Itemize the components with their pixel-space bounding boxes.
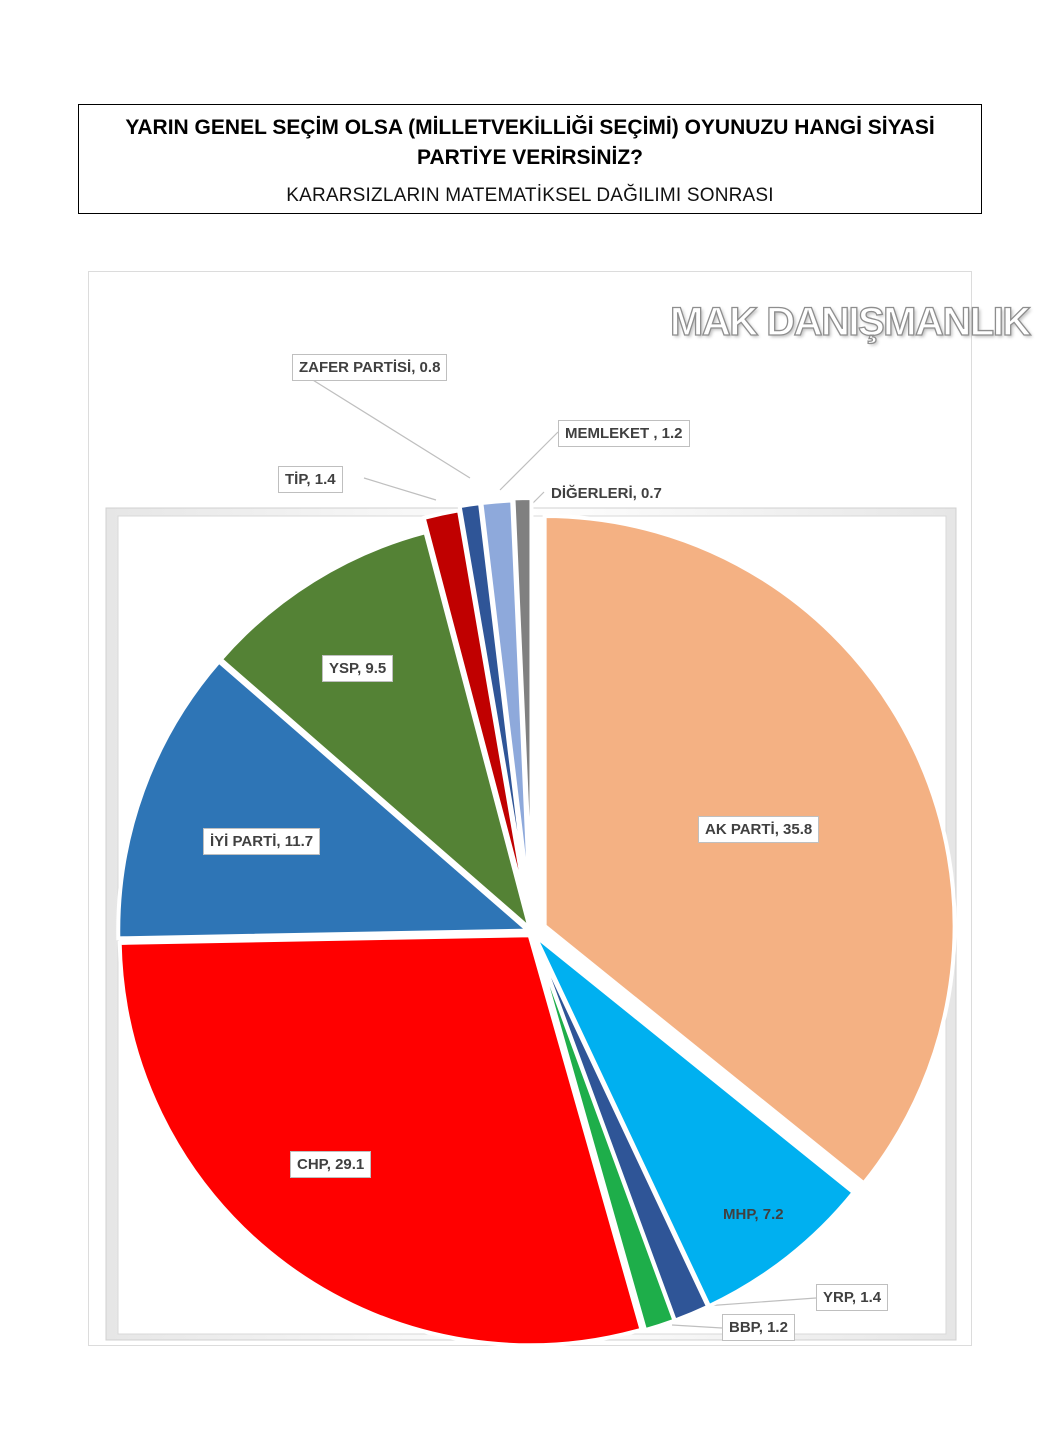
leader-line-ti-p [363, 477, 437, 501]
leader-line-memleket [499, 431, 559, 491]
data-label-i-yi-parti: İYİ PARTİ, 11.7 [203, 828, 321, 855]
slice-ysp [217, 529, 534, 935]
data-label-di-erleri: DİĞERLERİ, 0.7 [551, 485, 662, 502]
data-label-chp: CHP, 29.1 [290, 1151, 372, 1178]
watermark-logo: MAK DANIŞMANLIK [669, 299, 1031, 344]
data-label-ti-p: TİP, 1.4 [278, 466, 343, 493]
leader-line-yrp [704, 1297, 817, 1307]
data-label-yrp: YRP, 1.4 [816, 1284, 889, 1311]
chart-title: YARIN GENEL SEÇİM OLSA (MİLLETVEKİLLİĞİ … [125, 116, 935, 169]
chart-subtitle: KARARSIZLARIN MATEMATİKSEL DAĞILIMI SONR… [286, 185, 774, 206]
data-label-mhp: MHP, 7.2 [723, 1206, 784, 1223]
slice-mhp [532, 933, 857, 1309]
data-label-memleket: MEMLEKET , 1.2 [558, 420, 690, 447]
pie-slices [116, 496, 957, 1348]
data-label-ysp: YSP, 9.5 [322, 655, 394, 682]
data-label-zafer-parti-si: ZAFER PARTİSİ, 0.8 [292, 354, 448, 381]
slice-bbp [531, 935, 678, 1333]
data-label-ak-parti: AK PARTİ, 35.8 [698, 816, 820, 843]
title-box: YARIN GENEL SEÇİM OLSA (MİLLETVEKİLLİĞİ … [78, 104, 982, 214]
slice-di-erleri [511, 496, 534, 909]
slice-ak-parti [542, 513, 957, 1187]
slice-i-yi-parti [116, 658, 534, 941]
slice-chp [117, 933, 644, 1348]
data-label-bbp: BBP, 1.2 [722, 1314, 795, 1341]
leader-line-zafer-parti-si [299, 371, 471, 479]
leader-line-bbp [671, 1324, 723, 1329]
